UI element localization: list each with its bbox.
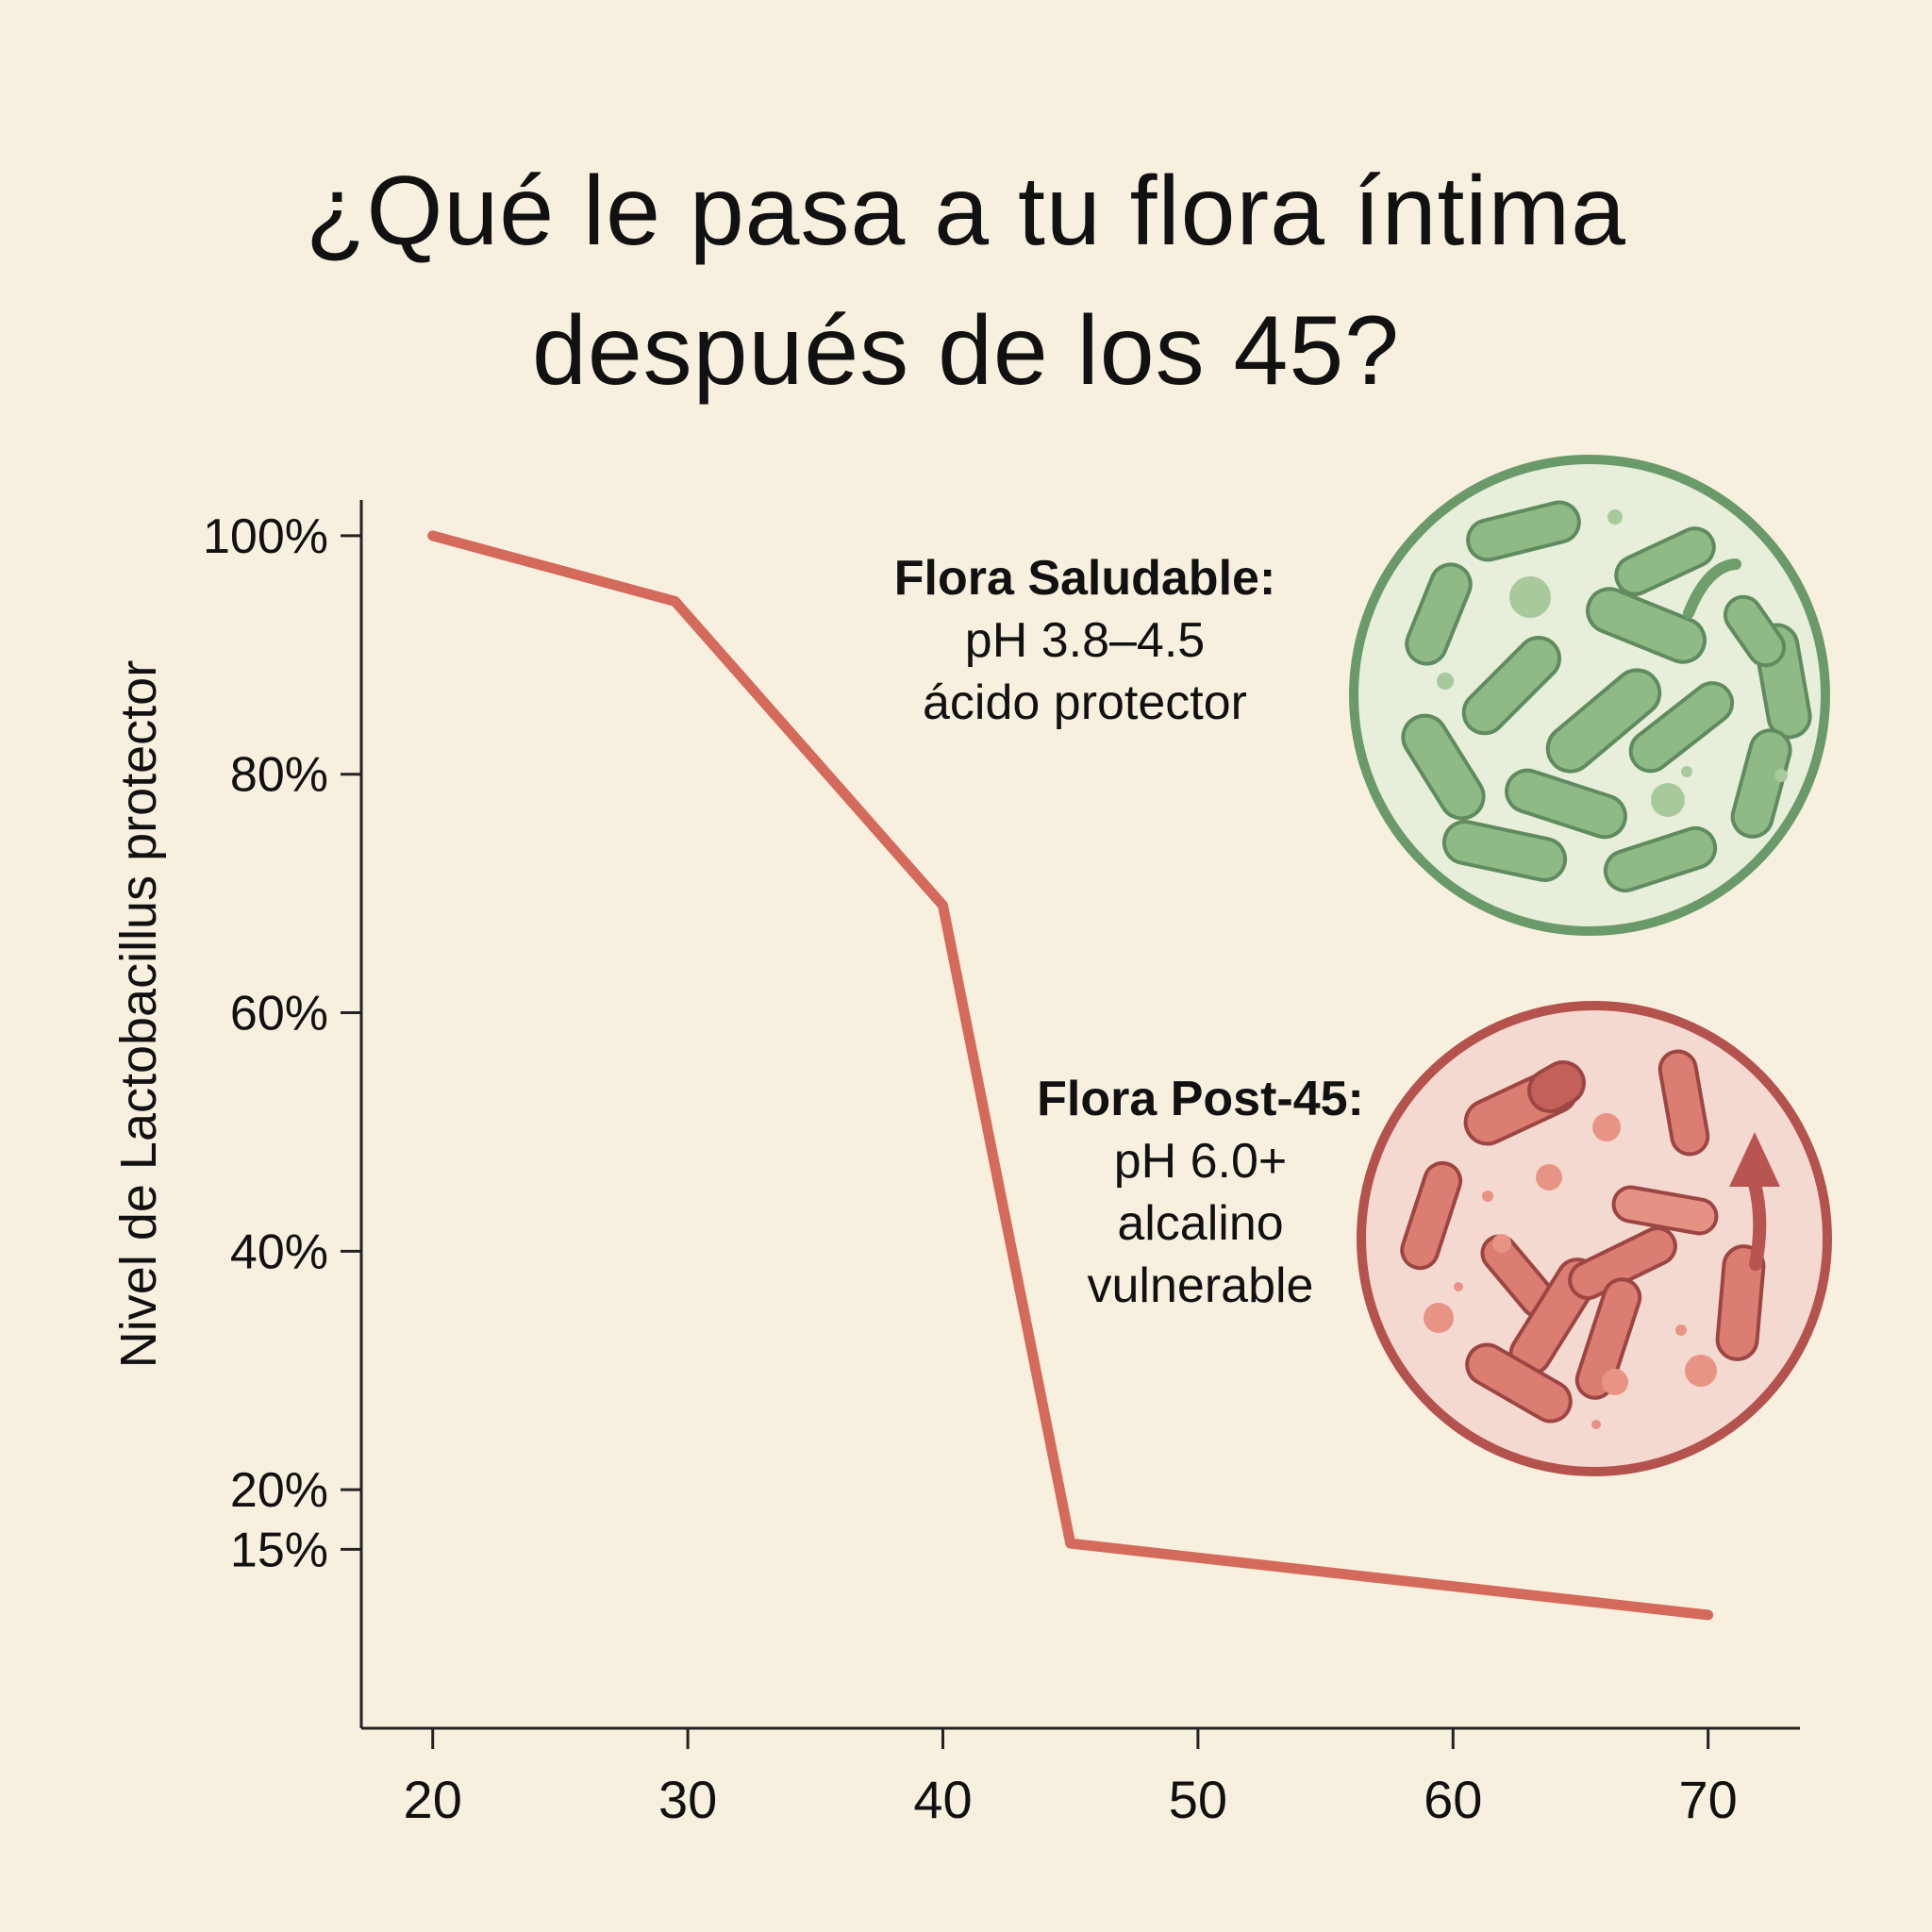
- y-tick-label: 80%: [230, 748, 328, 803]
- data-point: [938, 900, 948, 910]
- y-tick-label: 60%: [230, 987, 328, 1041]
- x-tick-label: 30: [658, 1770, 717, 1829]
- data-point: [1065, 1539, 1075, 1549]
- x-tick-label: 70: [1679, 1770, 1738, 1829]
- title-line-1: ¿Qué le pasa a tu flora íntima: [305, 157, 1627, 266]
- post45-flora-desc-1: alcalino: [1117, 1196, 1284, 1251]
- post45-flora-ph: pH 6.0+: [1113, 1134, 1288, 1189]
- x-tick-label: 50: [1169, 1770, 1227, 1829]
- title-line-2: después de los 45?: [531, 296, 1401, 406]
- post45-flora-desc-2: vulnerable: [1087, 1258, 1314, 1313]
- post45-flora-heading: Flora Post-45:: [1037, 1072, 1364, 1126]
- page-title: ¿Qué le pasa a tu flora íntima después d…: [0, 142, 1932, 421]
- y-axis-label: Nivel de Lactobacillus protector: [110, 660, 167, 1368]
- x-axis-ticks: 20 30 40 50 60 70: [404, 1728, 1738, 1829]
- x-tick-label: 20: [404, 1770, 462, 1829]
- y-tick-label: 15%: [230, 1523, 328, 1577]
- chart-axes: [359, 500, 1800, 1730]
- x-tick-label: 40: [913, 1770, 972, 1829]
- healthy-flora-ph: pH 3.8–4.5: [964, 613, 1206, 668]
- data-point: [427, 530, 438, 541]
- rising-ph-arrow-icon: [1729, 1132, 1780, 1271]
- healthy-bacteria-icon: [1349, 455, 1830, 936]
- y-tick-label: 100%: [203, 509, 328, 564]
- y-tick-label: 20%: [230, 1463, 328, 1518]
- y-axis-ticks: 100% 80% 60% 40% 20%15%: [203, 509, 361, 1577]
- series-line-group: [427, 530, 1714, 1621]
- x-tick-label: 60: [1424, 1770, 1482, 1829]
- post45-flora-annotation: Flora Post-45: pH 6.0+ alcalino vulnerab…: [1005, 1068, 1396, 1317]
- post45-bacteria-icon: [1357, 1001, 1832, 1476]
- healthy-flora-heading: Flora Saludable:: [893, 551, 1276, 606]
- y-tick-label: 40%: [230, 1224, 328, 1279]
- healthy-flora-desc: ácido protector: [923, 675, 1247, 730]
- data-point: [1703, 1609, 1713, 1620]
- healthy-flora-annotation: Flora Saludable: pH 3.8–4.5 ácido protec…: [830, 547, 1340, 734]
- data-point: [670, 596, 680, 607]
